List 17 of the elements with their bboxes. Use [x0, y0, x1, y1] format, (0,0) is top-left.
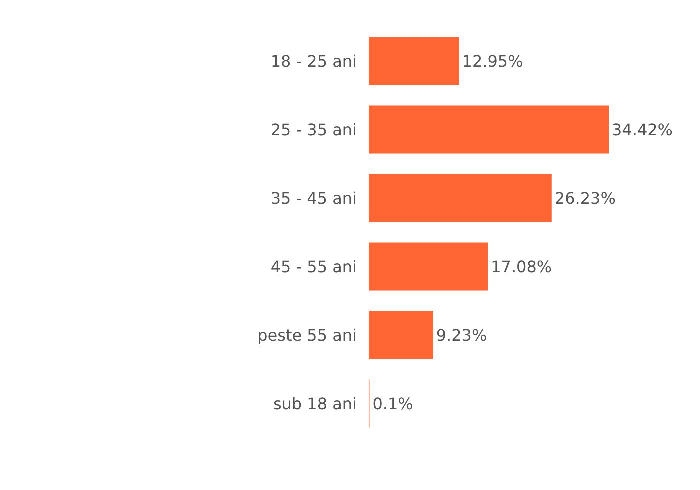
bar — [369, 174, 552, 222]
data-label: 0.1% — [372, 394, 414, 414]
y-tick-label: 35 - 45 ani — [270, 188, 357, 208]
data-label: 17.08% — [491, 257, 552, 276]
y-tick-label: 25 - 35 ani — [270, 120, 357, 140]
bar — [369, 311, 434, 360]
bar — [369, 37, 460, 86]
data-label: 12.95% — [462, 52, 524, 71]
data-label: 9.23% — [436, 326, 488, 345]
data-label: 26.23% — [554, 188, 616, 208]
y-tick-label: 45 - 55 ani — [270, 257, 357, 276]
data-label: 34.42% — [612, 120, 674, 140]
y-tick-label: 18 - 25 ani — [270, 52, 357, 71]
bar — [369, 242, 488, 291]
y-tick-label: sub 18 ani — [273, 394, 357, 414]
bar — [369, 106, 609, 154]
y-tick-label: peste 55 ani — [258, 326, 357, 345]
